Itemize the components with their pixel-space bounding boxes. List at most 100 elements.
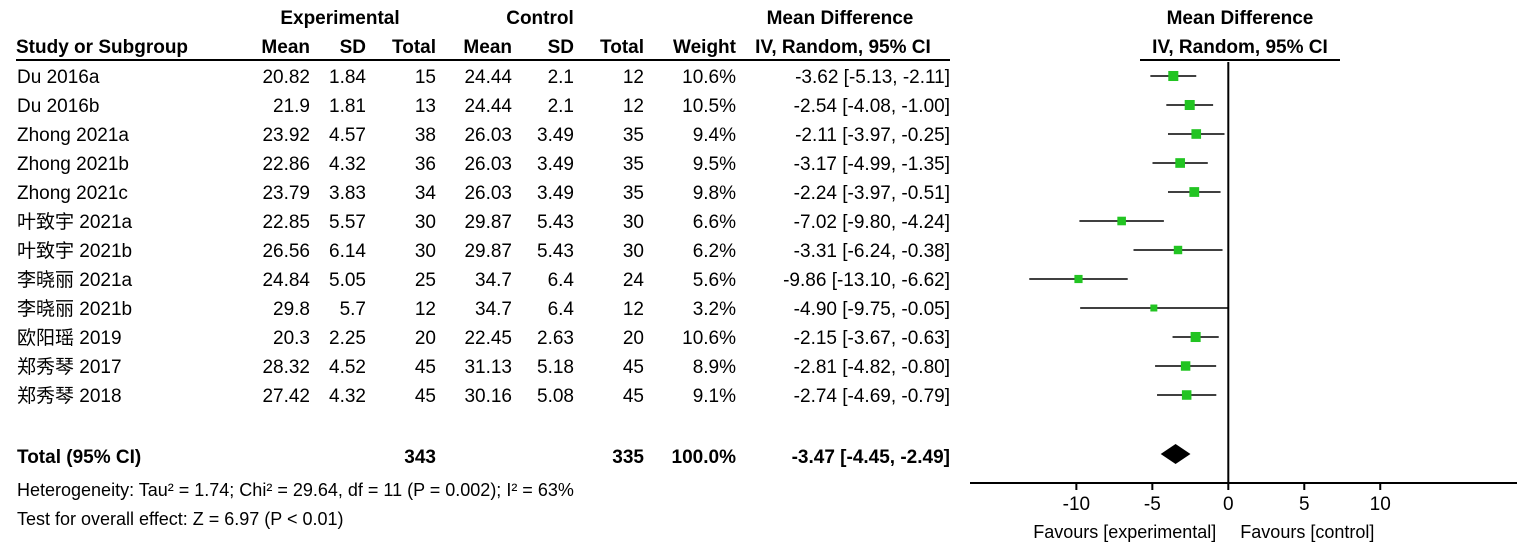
ctrl-sd: 5.43 — [537, 212, 574, 233]
ctrl-sd: 6.4 — [547, 299, 574, 320]
effect-marker — [1189, 187, 1200, 197]
ctrl-mean: 24.44 — [464, 96, 512, 117]
exp-sd-header: SD — [310, 37, 366, 61]
exp-total: 45 — [414, 357, 436, 378]
ci-value: -2.11 [-3.97, -0.25] — [795, 125, 950, 146]
total-ctrl-n: 335 — [612, 447, 644, 468]
study-name: 叶致宇 2021a — [17, 212, 133, 233]
ctrl-mean: 26.03 — [464, 154, 512, 175]
study-name: Du 2016b — [17, 96, 100, 117]
study-name: Zhong 2021a — [17, 125, 129, 146]
ctrl-mean: 31.13 — [464, 357, 512, 378]
x-tick-label: -5 — [1144, 494, 1161, 515]
x-tick-label: -10 — [1063, 494, 1090, 515]
exp-total: 34 — [414, 183, 436, 204]
exp-sd: 4.57 — [329, 125, 366, 146]
pooled-diamond — [1160, 444, 1191, 464]
exp-sd: 6.14 — [329, 241, 366, 262]
exp-total: 25 — [414, 270, 436, 291]
exp-sd: 4.52 — [329, 357, 366, 378]
exp-mean: 24.84 — [262, 270, 310, 291]
effect-marker — [1173, 245, 1183, 255]
study-name: Du 2016a — [17, 67, 100, 88]
favours-left-label: Favours [experimental] — [1033, 522, 1216, 542]
exp-total: 36 — [414, 154, 436, 175]
ci-value: -2.15 [-3.67, -0.63] — [793, 328, 950, 349]
x-tick-label: 5 — [1299, 494, 1310, 515]
study-name: 郑秀琴 2017 — [17, 357, 122, 378]
mean-difference-header: Mean Difference — [766, 8, 914, 29]
exp-mean: 22.86 — [262, 154, 310, 175]
study-name: 李晓丽 2021b — [17, 299, 133, 320]
effect-marker — [1175, 158, 1185, 168]
exp-mean: 23.79 — [262, 183, 310, 204]
effect-marker — [1191, 129, 1202, 139]
exp-mean: 23.92 — [262, 125, 310, 146]
ctrl-total: 35 — [622, 183, 644, 204]
effect-marker — [1074, 274, 1083, 284]
exp-sd: 1.84 — [329, 67, 366, 88]
ctrl-mean: 26.03 — [464, 125, 512, 146]
exp-sd: 2.25 — [329, 328, 366, 349]
total-ci: -3.47 [-4.45, -2.49] — [791, 447, 950, 468]
ctrl-mean: 22.45 — [464, 328, 512, 349]
exp-mean: 28.32 — [262, 357, 310, 378]
weight-header: Weight — [644, 37, 736, 61]
ci-value: -4.90 [-9.75, -0.05] — [793, 299, 950, 320]
study-name: 郑秀琴 2018 — [17, 386, 122, 407]
exp-sd: 1.81 — [329, 96, 366, 117]
ci-value: -3.17 [-4.99, -1.35] — [793, 154, 950, 175]
weight-value: 3.2% — [692, 299, 736, 320]
study-column-header: Study or Subgroup — [16, 37, 253, 61]
ctrl-sd: 2.63 — [537, 328, 574, 349]
total-exp-n: 343 — [404, 447, 436, 468]
overall-effect-text: Test for overall effect: Z = 6.97 (P < 0… — [17, 509, 344, 529]
ctrl-mean-header: Mean — [436, 37, 512, 61]
ctrl-sd: 3.49 — [537, 183, 574, 204]
ci-value: -2.24 [-3.97, -0.51] — [793, 183, 950, 204]
exp-sd: 5.05 — [329, 270, 366, 291]
ctrl-total: 45 — [622, 386, 644, 407]
ctrl-mean: 34.7 — [475, 270, 512, 291]
ctrl-total: 12 — [622, 299, 644, 320]
study-name: 欧阳瑶 2019 — [17, 328, 122, 349]
study-name: Zhong 2021b — [17, 154, 129, 175]
favours-right-label: Favours [control] — [1240, 522, 1374, 542]
weight-value: 9.1% — [692, 386, 736, 407]
ctrl-sd: 2.1 — [547, 67, 574, 88]
ctrl-total: 35 — [622, 154, 644, 175]
exp-total: 30 — [414, 212, 436, 233]
plot-title: Mean Difference — [1166, 8, 1314, 29]
ctrl-mean: 30.16 — [464, 386, 512, 407]
ctrl-total: 45 — [622, 357, 644, 378]
ctrl-sd: 3.49 — [537, 125, 574, 146]
exp-mean: 20.3 — [273, 328, 310, 349]
effect-marker — [1168, 70, 1179, 82]
x-tick-label: 10 — [1370, 494, 1391, 515]
weight-value: 9.4% — [692, 125, 736, 146]
ctrl-mean: 34.7 — [475, 299, 512, 320]
exp-mean: 20.82 — [262, 67, 310, 88]
effect-marker — [1117, 216, 1126, 226]
ctrl-sd: 5.08 — [537, 386, 574, 407]
control-group-header: Control — [506, 8, 574, 29]
ci-value: -2.74 [-4.69, -0.79] — [793, 386, 950, 407]
ctrl-sd: 6.4 — [547, 270, 574, 291]
weight-value: 8.9% — [692, 357, 736, 378]
ctrl-total: 12 — [622, 96, 644, 117]
study-name: 叶致宇 2021b — [17, 241, 133, 262]
ctrl-sd: 5.18 — [537, 357, 574, 378]
ctrl-mean: 29.87 — [464, 241, 512, 262]
weight-value: 6.2% — [692, 241, 736, 262]
plot-method-header: IV, Random, 95% CI — [1140, 37, 1340, 61]
exp-mean: 22.85 — [262, 212, 310, 233]
ctrl-total: 20 — [622, 328, 644, 349]
ctrl-total: 12 — [622, 67, 644, 88]
ctrl-sd: 3.49 — [537, 154, 574, 175]
ci-value: -9.86 [-13.10, -6.62] — [783, 270, 950, 291]
ctrl-total: 24 — [622, 270, 644, 291]
exp-sd: 5.57 — [329, 212, 366, 233]
total-weight: 100.0% — [671, 447, 736, 468]
study-name: Zhong 2021c — [17, 183, 128, 204]
